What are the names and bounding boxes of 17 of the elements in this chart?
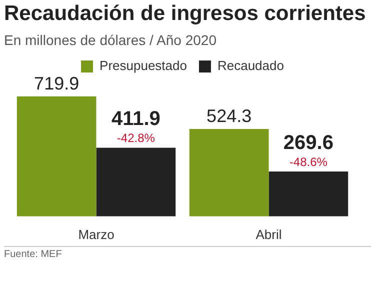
legend-label: Recaudado [217,58,284,74]
x-tick-label: Marzo [78,226,114,242]
annotation: -48.6% [289,154,328,169]
data-label: 524.3 [206,106,252,126]
chart-subtitle: En millones de dólares / Año 2020 [3,31,218,48]
data-label: 269.6 [283,132,334,154]
chart-title: Recaudación de ingresos corrientes [3,1,367,26]
x-tick-label: Abril [256,226,282,242]
bar [189,128,269,216]
legend-label: Presupuestado [100,58,187,74]
bar [268,171,348,216]
source-note: Fuente: MEF [4,249,62,260]
bar [96,148,176,216]
annotation: -42.8% [116,131,156,146]
data-label: 411.9 [111,108,160,130]
data-label: 719.9 [34,73,80,94]
bar [16,96,96,216]
